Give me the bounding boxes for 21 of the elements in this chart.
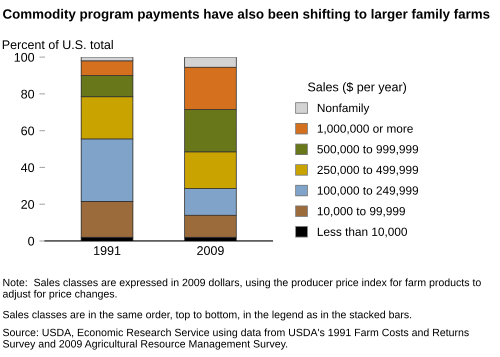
legend-label: 500,000 to 999,999 — [317, 145, 418, 155]
source-note: Source: USDA, Economic Research Service using data from USDA's 1991 Farm Costs and Returns Survey and 2009 Agricultural Resource Management Survey. — [2, 328, 469, 350]
legend-label: Less than 10,000 — [318, 227, 407, 238]
text: Sales classes are in the same order, top to bottom, in the legend as in the stacked bars. — [2, 310, 412, 320]
legend-label: 10,000 to 99,999 — [318, 206, 405, 217]
y-tick-label: 60 — [21, 126, 34, 136]
x-tick-label: 2009 — [197, 246, 224, 256]
legend-title: Sales ($ per year) — [308, 82, 406, 94]
y-tick-label: 20 — [21, 200, 34, 209]
y-tick-label: 80 — [21, 90, 34, 99]
y-tick-label: 0 — [28, 236, 34, 246]
y-axis-title: Percent of U.S. total — [2, 40, 113, 50]
y-tick-label: 40 — [20, 163, 34, 172]
y-tick-label: 100 — [14, 52, 34, 62]
legend-label: 1,000,000 or more — [318, 124, 413, 134]
legend-label: Nonfamily — [318, 104, 370, 115]
legend-label: 100,000 to 249,999 — [318, 186, 418, 196]
chart-title: Commodity program payments have also been shifting to larger family farms — [3, 8, 490, 22]
x-tick-label: 1991 — [94, 246, 120, 256]
text: Note: Sales classes are expressed in 2009 dollars, using the producer price index for farm products to adjust for price changes. — [2, 278, 481, 300]
legend-label: 250,000 to 499,999 — [317, 166, 418, 176]
